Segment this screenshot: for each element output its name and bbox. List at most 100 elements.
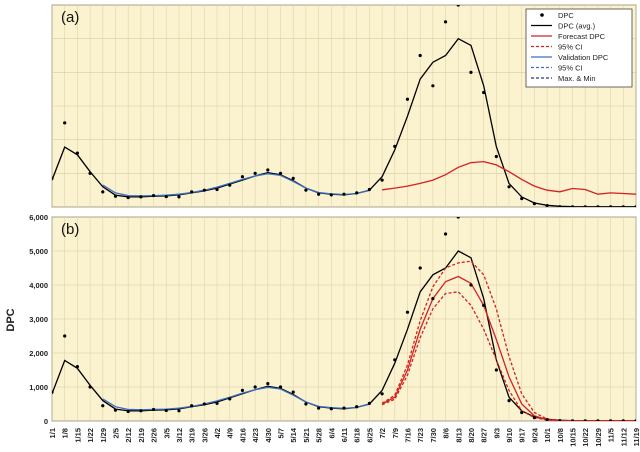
dpc-point	[634, 205, 636, 207]
dpc-point	[558, 419, 562, 421]
x-tick-label: 1/29	[99, 428, 108, 443]
legend-label: 95% CI	[558, 43, 583, 52]
dpc-point	[126, 409, 130, 414]
x-tick-label: 1/1	[48, 428, 57, 438]
x-axis-ticks: 1/1 1/8 1/15 1/22 1/29 2/5 2/12 2/19 2/26 3/5 3/12…	[48, 427, 640, 447]
dpc-point	[507, 185, 511, 189]
dpc-point	[88, 171, 92, 175]
dpc-point	[177, 409, 181, 413]
dpc-point	[240, 175, 245, 179]
dpc-point	[304, 188, 308, 192]
x-tick-label: 8/20	[467, 428, 476, 443]
dpc-point	[393, 144, 397, 148]
series-line-forecast-dpc	[382, 160, 636, 195]
dpc-point	[101, 190, 105, 194]
series-line-95-ci-upper-	[381, 260, 636, 421]
dpc-point	[75, 151, 79, 155]
x-tick-label: 11/19	[632, 428, 640, 446]
x-tick-label: 9/3	[492, 428, 501, 438]
x-tick-label: 1/22	[86, 428, 95, 443]
dpc-point	[88, 385, 92, 389]
dpc-point	[545, 418, 549, 421]
dpc-point	[621, 419, 625, 421]
dpc-point	[558, 205, 562, 207]
panel-label-a: (a)	[61, 9, 79, 26]
dpc-point	[342, 406, 346, 410]
dpc-point	[570, 419, 575, 421]
dpc-point	[494, 368, 498, 372]
dpc-point	[164, 194, 168, 199]
y-tick-label: 0	[44, 417, 48, 426]
dpc-point	[367, 187, 371, 192]
panel-label-b: (b)	[61, 221, 79, 238]
dpc-point	[266, 168, 270, 172]
dpc-point	[596, 205, 600, 207]
dpc-point	[431, 297, 435, 301]
dpc-point	[418, 266, 422, 270]
dpc-point	[380, 178, 384, 182]
dpc-point	[278, 385, 283, 389]
dpc-point	[380, 392, 384, 396]
x-tick-label: 2/5	[111, 428, 120, 438]
x-tick-label: 2/26	[150, 428, 159, 443]
x-tick-label: 4/16	[238, 428, 247, 443]
x-tick-label: 5/28	[315, 428, 324, 443]
x-tick-label: 3/26	[200, 428, 209, 443]
x-tick-label: 9/10	[505, 428, 514, 443]
x-tick-label: 7/23	[416, 428, 425, 443]
dpc-point	[139, 195, 143, 199]
y-tick-label: 6,000	[29, 213, 48, 222]
dpc-point	[317, 192, 321, 196]
x-tick-label: 4/9	[226, 428, 235, 438]
dpc-point	[202, 402, 206, 406]
x-tick-label: 10/1	[543, 428, 552, 443]
dpc-point	[164, 408, 168, 413]
dpc-point	[52, 176, 54, 180]
dpc-point	[443, 20, 448, 24]
dpc-point	[393, 358, 397, 362]
x-tick-label: 10/15	[569, 428, 578, 447]
x-tick-label: 11/12	[619, 428, 628, 446]
dpc-point	[545, 204, 549, 207]
dpc-point	[304, 402, 308, 406]
x-tick-label: 8/27	[480, 428, 489, 443]
x-tick-label: 3/12	[175, 428, 184, 443]
dpc-point	[266, 382, 270, 386]
x-tick-label: 6/18	[353, 428, 362, 443]
dpc-point	[583, 205, 587, 207]
legend-label: Max. & Min	[558, 74, 596, 83]
dpc-point	[609, 205, 613, 207]
dpc-point	[329, 193, 333, 197]
dpc-point	[113, 194, 118, 198]
dpc-point	[532, 416, 537, 420]
dpc-point	[329, 407, 333, 411]
series-line-validation-dpc	[102, 386, 370, 411]
dpc-point	[520, 196, 524, 201]
dpc-point	[291, 176, 295, 180]
legend-label: Forecast DPC	[558, 32, 606, 41]
dpc-point	[469, 283, 473, 287]
panel-b: 0 1,000 2,000 3,000 4,000 5,000 6,000 (b)	[29, 213, 637, 426]
dpc-point	[570, 205, 575, 207]
x-tick-label: 1/8	[61, 428, 70, 438]
dpc-point	[431, 84, 435, 88]
x-tick-label: 7/2	[378, 428, 387, 438]
x-tick-label: 6/4	[327, 427, 336, 438]
dpc-point	[278, 171, 283, 175]
y-tick-label: 1,000	[29, 383, 48, 392]
dpc-point	[456, 217, 460, 219]
dpc-point	[151, 407, 156, 412]
x-tick-label: 8/6	[442, 428, 451, 438]
x-tick-label: 2/12	[124, 428, 133, 443]
dpc-point	[482, 90, 486, 95]
x-tick-label: 7/30	[429, 428, 438, 443]
dpc-point	[228, 397, 232, 401]
x-tick-label: 7/9	[391, 428, 400, 438]
dpc-point	[240, 388, 245, 392]
dpc-point	[634, 419, 636, 421]
y-tick-label: 5,000	[29, 247, 48, 256]
dpc-point	[583, 419, 587, 421]
dpc-point	[52, 390, 54, 394]
